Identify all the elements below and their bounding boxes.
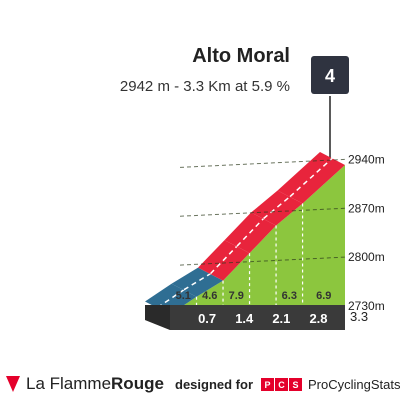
profile-base-side: [145, 305, 170, 330]
category-badge: [311, 56, 349, 94]
gradient-label: 6.3: [282, 290, 297, 302]
distance-end-label: 3.3: [350, 309, 368, 324]
altitude-tick-label: 2800m: [348, 250, 385, 264]
brand-name: La FlammeRouge: [26, 374, 164, 393]
designed-for-label: designed for: [175, 377, 254, 392]
designed-for: designed for P C S ProCyclingStats: [175, 377, 401, 392]
profile-body: 2940m 2870m 2800m 2730m 5.1 4.6 7.9 6.3 6.9 0.7 1.…: [145, 152, 385, 330]
flamme-rouge-icon: [6, 376, 20, 392]
altitude-tick-label: 2870m: [348, 201, 385, 215]
gradient-strip-segment: [251, 190, 303, 226]
distance-label: 2.1: [272, 311, 290, 326]
strip-center-dash: [263, 195, 291, 220]
gradient-label: 7.9: [229, 290, 244, 302]
gradient-label: 5.1: [176, 290, 191, 302]
altitude-tick-label: 2940m: [348, 152, 385, 166]
altitude-tick-label: 2730m: [348, 299, 385, 313]
pcs-name: ProCyclingStats: [308, 377, 401, 392]
climb-title: Alto Moral: [192, 45, 290, 67]
distance-label: 2.8: [309, 311, 327, 326]
pcs-letter-p: P: [261, 378, 275, 391]
distance-label: 0.7: [198, 311, 216, 326]
brand-logo: La FlammeRouge: [6, 374, 164, 394]
pcs-letter-c: C: [275, 378, 289, 391]
strip-center-dash: [236, 217, 265, 247]
gradient-label: 4.6: [202, 290, 217, 302]
category-number: 4: [325, 66, 335, 86]
footer: La FlammeRouge designed for P C S ProCyc…: [0, 370, 405, 400]
distance-label: 1.4: [235, 311, 254, 326]
gradient-label: 6.9: [316, 290, 331, 302]
profile-base-band: [170, 305, 345, 330]
strip-center-dash: [209, 245, 238, 275]
strip-center-dash: [289, 157, 334, 198]
pcs-letter-s: S: [289, 378, 303, 391]
climb-subtitle: 2942 m - 3.3 Km at 5.9 %: [120, 78, 290, 95]
profile-fill: [170, 165, 345, 315]
pcs-logo-icon: P C S: [261, 378, 303, 391]
